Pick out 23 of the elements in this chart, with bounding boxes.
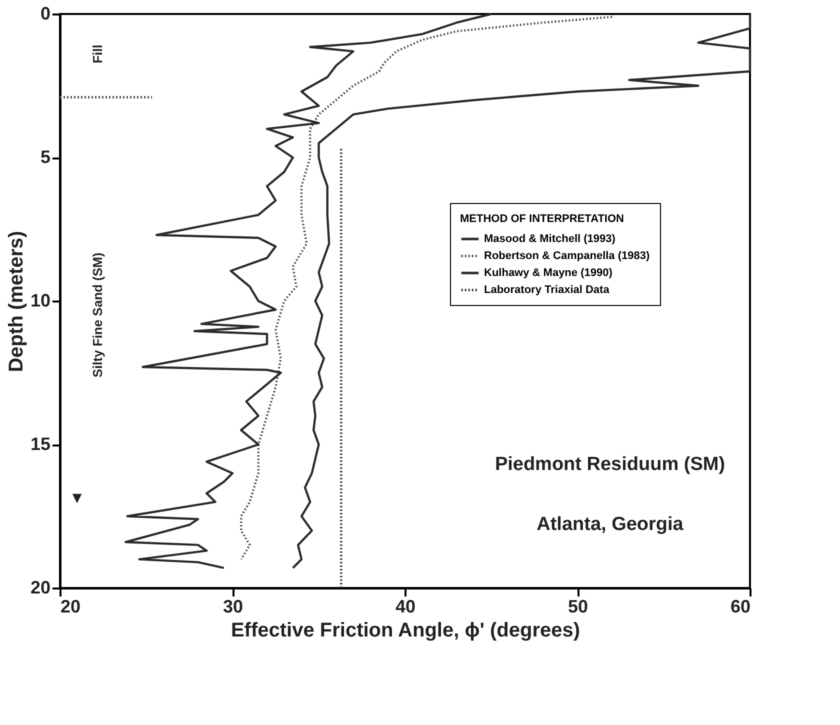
annotation: Silty Fine Sand (SM) — [90, 252, 105, 378]
x-tick-label: 20 — [60, 596, 81, 616]
x-tick-label: 50 — [568, 596, 588, 616]
x-tick-label: 40 — [395, 596, 416, 616]
x-axis-title: Effective Friction Angle, ϕ' (degrees) — [230, 620, 580, 642]
annotation: Piedmont Residuum (SM) — [494, 454, 726, 475]
annotation: ▼ — [69, 490, 85, 507]
legend-label: Kulhawy & Mayne (1990) — [484, 267, 613, 279]
annotation: Atlanta, Georgia — [536, 514, 684, 535]
legend-label: Laboratory Triaxial Data — [484, 284, 610, 296]
line-series — [292, 12, 752, 570]
legend-title: METHOD OF INTERPRETATION — [460, 213, 624, 225]
x-tick-label: 60 — [730, 596, 750, 616]
annotation: Fill — [90, 44, 105, 64]
y-tick-label: 10 — [30, 290, 50, 310]
y-tick-label: 20 — [30, 578, 50, 598]
x-tick-label: 30 — [222, 596, 244, 616]
y-tick-label: 5 — [40, 147, 50, 167]
y-tick-label: 0 — [40, 4, 50, 24]
y-axis-title: Depth (meters) — [5, 230, 28, 372]
legend-label: Masood & Mitchell (1993) — [484, 233, 616, 245]
legend-label: Robertson & Campanella (1983) — [484, 250, 650, 262]
y-tick-label: 15 — [30, 434, 50, 454]
